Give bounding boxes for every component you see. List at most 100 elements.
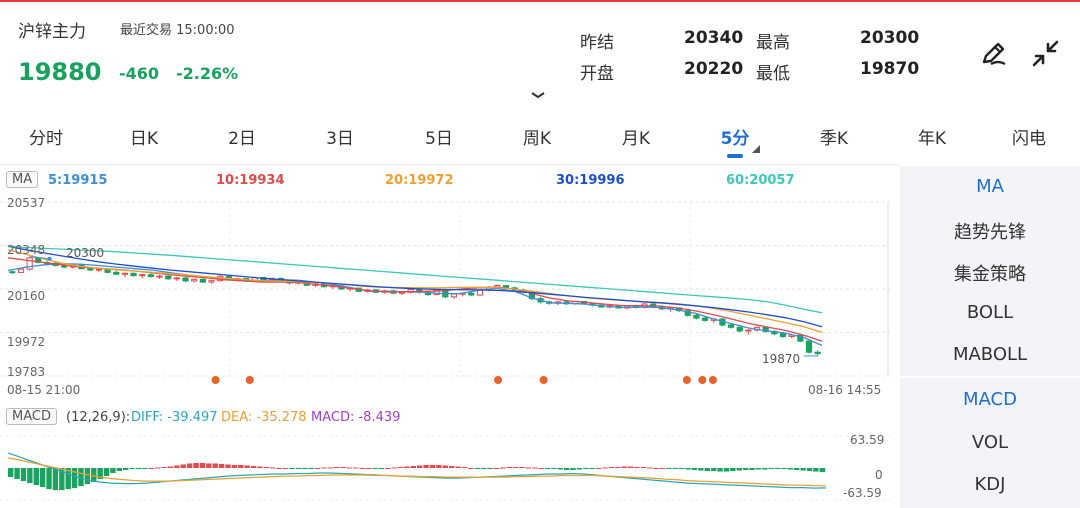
contract-name: 沪锌主力 bbox=[18, 22, 86, 42]
tab-3-day[interactable]: 3日 bbox=[326, 129, 354, 149]
candle-up bbox=[17, 268, 25, 273]
macd-bar-negative bbox=[768, 468, 774, 470]
high-marker-line bbox=[29, 256, 50, 260]
macd-bar-negative bbox=[710, 468, 717, 472]
macd-bar-positive bbox=[627, 466, 634, 468]
corner-triangle-icon[interactable] bbox=[752, 145, 760, 153]
macd-bar-negative bbox=[103, 468, 110, 477]
macd-bar-negative bbox=[71, 468, 78, 489]
side-item-fund-strategy[interactable]: 集金策略 bbox=[954, 264, 1026, 285]
signal-dot bbox=[245, 376, 254, 384]
macd-axis-zero: 0 bbox=[875, 468, 883, 482]
macd-bar-positive bbox=[448, 465, 455, 468]
tab-week-k[interactable]: 周K bbox=[522, 129, 552, 149]
candle-up bbox=[191, 278, 198, 282]
candle-down bbox=[797, 334, 804, 342]
macd-bar-negative bbox=[46, 468, 52, 490]
macd-bar-positive bbox=[346, 467, 353, 469]
macd-bar-positive bbox=[608, 466, 615, 468]
macd-bar-negative bbox=[123, 468, 129, 471]
macd-bar-positive bbox=[519, 466, 525, 468]
macd-bar-positive bbox=[314, 468, 321, 469]
macd-bar-negative bbox=[59, 468, 65, 491]
macd-bar-positive bbox=[602, 467, 608, 469]
signal-dot bbox=[698, 376, 707, 384]
macd-bar-positive bbox=[397, 466, 404, 468]
macd-bar-positive bbox=[640, 466, 647, 468]
macd-chart[interactable] bbox=[0, 428, 900, 508]
macd-bar-positive bbox=[391, 467, 397, 469]
open-value: 20220 bbox=[684, 59, 744, 79]
high-value: 20300 bbox=[860, 28, 920, 48]
candle-up bbox=[208, 280, 215, 283]
ma-indicator-badge[interactable]: MA bbox=[6, 171, 39, 188]
tab-day-k[interactable]: 日K bbox=[129, 129, 159, 149]
macd-bar-negative bbox=[749, 468, 755, 471]
macd-bar-negative bbox=[762, 468, 768, 470]
macd-value: MACD: -8.439 bbox=[311, 410, 401, 425]
candle-down bbox=[165, 275, 172, 280]
candle-down bbox=[805, 340, 813, 353]
candle-down bbox=[736, 326, 743, 332]
macd-bar-positive bbox=[500, 467, 506, 469]
macd-bar-positive bbox=[257, 466, 263, 468]
macd-bar-positive bbox=[436, 464, 442, 468]
macd-bar-positive bbox=[429, 464, 436, 468]
macd-bar-positive bbox=[359, 468, 365, 469]
tab-season-k[interactable]: 季K bbox=[819, 129, 849, 149]
side-item-ma[interactable]: MA bbox=[976, 176, 1004, 197]
tab-5-min[interactable]: 5分 bbox=[720, 129, 750, 149]
tab-5-day[interactable]: 5日 bbox=[425, 129, 453, 149]
tab-year-k[interactable]: 年K bbox=[917, 129, 947, 149]
side-item-kdj[interactable]: KDJ bbox=[974, 474, 1006, 495]
macd-indicator-badge[interactable]: MACD bbox=[6, 408, 57, 425]
pencil-icon[interactable] bbox=[978, 38, 1010, 70]
trade-status: 最近交易 15:00:00 bbox=[120, 23, 235, 38]
macd-dea-line bbox=[7, 457, 827, 487]
macd-bar-positive bbox=[417, 465, 423, 468]
macd-bar-negative bbox=[698, 468, 704, 471]
macd-bar-negative bbox=[308, 468, 314, 470]
chart-separator bbox=[0, 164, 900, 165]
chevron-down-icon[interactable] bbox=[530, 90, 546, 100]
macd-bar-negative bbox=[583, 468, 589, 470]
side-item-maboll[interactable]: MABOLL bbox=[952, 344, 1028, 365]
period-tabs: 分时 日K 2日 3日 5日 周K 月K 5分 季K 年K 闪电 bbox=[0, 124, 1080, 152]
macd-bar-positive bbox=[174, 465, 180, 468]
macd-bar-negative bbox=[774, 468, 781, 470]
side-item-trend-pioneer[interactable]: 趋势先锋 bbox=[954, 222, 1026, 243]
macd-bar-positive bbox=[595, 468, 602, 469]
tab-fenshi[interactable]: 分时 bbox=[29, 129, 63, 149]
price-axis-label-4: 19972 bbox=[7, 335, 46, 349]
macd-bar-negative bbox=[717, 468, 723, 472]
candle-down bbox=[130, 272, 137, 277]
high-price-marker: 20300 bbox=[66, 246, 105, 260]
macd-bar-positive bbox=[385, 468, 391, 469]
macd-bar-positive bbox=[263, 466, 270, 468]
candle-down bbox=[147, 274, 154, 278]
price-axis-label-bottom: 19783 bbox=[7, 365, 46, 379]
side-item-boll[interactable]: BOLL bbox=[966, 302, 1014, 323]
macd-bar-positive bbox=[423, 464, 429, 468]
kline-chart[interactable] bbox=[0, 190, 900, 390]
macd-bar-negative bbox=[84, 468, 91, 485]
macd-bar-negative bbox=[800, 468, 806, 471]
macd-bar-negative bbox=[27, 468, 33, 484]
collapse-arrows-icon[interactable] bbox=[1030, 38, 1062, 70]
macd-axis-top: 63.59 bbox=[850, 433, 885, 447]
candle-down bbox=[9, 271, 16, 274]
macd-bar-negative bbox=[813, 468, 819, 472]
tab-month-k[interactable]: 月K bbox=[621, 129, 651, 149]
macd-axis-bottom: -63.59 bbox=[843, 486, 882, 500]
side-item-vol[interactable]: VOL bbox=[971, 432, 1009, 453]
side-item-macd[interactable]: MACD bbox=[963, 389, 1017, 410]
macd-bar-positive bbox=[154, 467, 161, 469]
tab-flash[interactable]: 闪电 bbox=[1012, 129, 1046, 149]
time-axis-start: 08-15 21:00 bbox=[7, 383, 81, 397]
tab-2-day[interactable]: 2日 bbox=[228, 129, 256, 149]
macd-bar-negative bbox=[129, 468, 135, 470]
candle-up bbox=[121, 272, 129, 275]
candle-up bbox=[173, 277, 180, 280]
macd-bar-positive bbox=[333, 466, 340, 468]
macd-bar-negative bbox=[736, 468, 742, 471]
